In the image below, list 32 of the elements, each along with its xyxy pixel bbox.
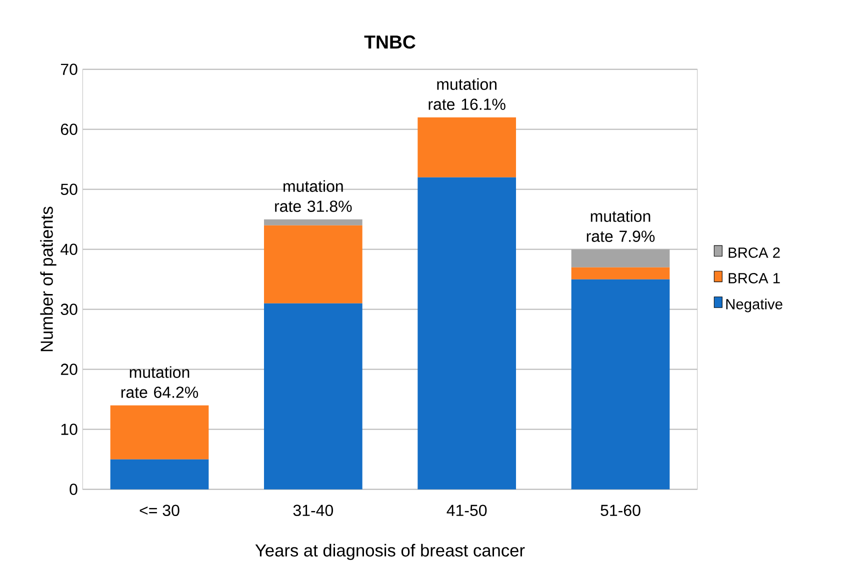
x-tick-label: 31-40 — [293, 504, 334, 516]
legend-label: BRCA 2 — [728, 247, 780, 258]
y-tick-label: 10 — [61, 424, 78, 435]
x-tick-label: <= 30 — [140, 504, 180, 516]
y-axis-title: Number of patients — [40, 206, 56, 352]
y-tick-label: 40 — [60, 244, 78, 255]
bar — [418, 117, 516, 178]
annotation: mutation rate 31.8% — [275, 180, 352, 212]
bar — [264, 225, 362, 304]
chart-title: TNBC — [364, 35, 416, 49]
x-tick-label: 41-50 — [446, 504, 487, 516]
annotation: mutation rate 16.1% — [428, 78, 506, 110]
y-tick-label: 60 — [60, 124, 78, 135]
bar — [110, 459, 209, 490]
annotation: mutation rate 7.9% — [586, 210, 655, 242]
y-tick-label: 70 — [60, 64, 78, 75]
legend-label: BRCA 1 — [728, 273, 780, 284]
x-axis-title: Years at diagnosis of breast cancer — [255, 544, 525, 560]
y-tick-label: 0 — [70, 484, 78, 495]
bar — [571, 267, 670, 280]
x-tick-label: 51-60 — [600, 504, 640, 516]
bar — [418, 177, 516, 490]
y-tick-label: 30 — [60, 304, 78, 315]
annotation: mutation rate 64.2% — [121, 366, 198, 398]
bar — [264, 303, 362, 490]
bar — [571, 249, 670, 268]
bar — [264, 219, 362, 226]
bar — [571, 279, 670, 490]
y-tick-label: 50 — [60, 184, 78, 195]
y-tick-label: 20 — [60, 364, 78, 375]
legend-label: Negative — [726, 298, 782, 312]
bar — [110, 405, 209, 460]
